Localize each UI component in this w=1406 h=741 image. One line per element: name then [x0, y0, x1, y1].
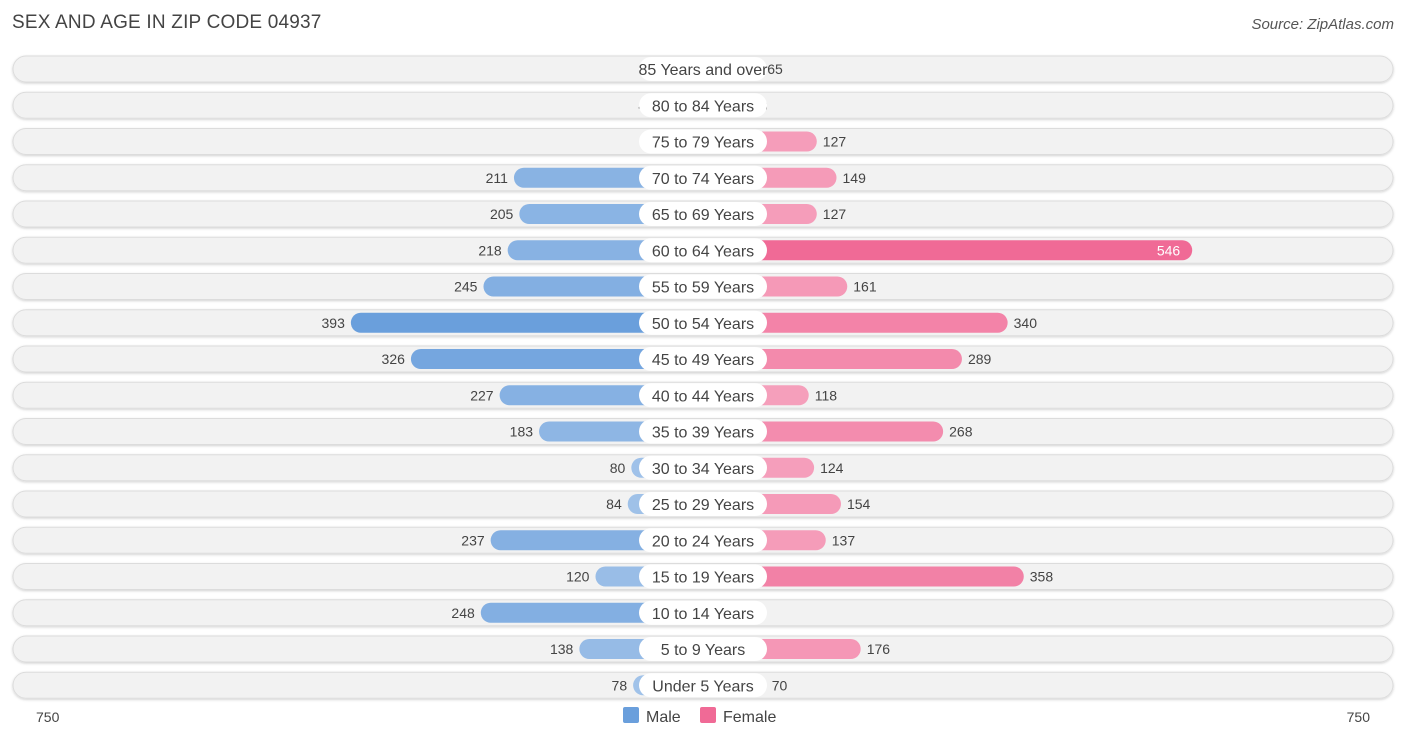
category-label: 55 to 59 Years [652, 280, 754, 297]
category-pill [639, 347, 767, 371]
category-pill [639, 455, 767, 480]
category-label: 65 to 69 Years [652, 207, 754, 224]
category-label: 60 to 64 Years [652, 243, 754, 260]
legend-female-swatch [700, 707, 716, 723]
female-value-label: 268 [949, 424, 973, 440]
female-bar [703, 240, 1193, 261]
category-label: 5 to 9 Years [661, 642, 746, 659]
chart-source: Source: ZipAtlas.com [1251, 16, 1394, 33]
category-pill [639, 274, 767, 299]
category-pill [639, 93, 767, 118]
category-label: 75 to 79 Years [652, 135, 754, 152]
female-value-label: 176 [867, 641, 891, 657]
category-pill [639, 419, 767, 444]
category-pill [639, 528, 767, 553]
category-label: 20 to 24 Years [652, 533, 754, 550]
female-bar [703, 312, 1008, 333]
male-value-label: 227 [470, 387, 494, 403]
category-pill [639, 637, 767, 661]
male-value-label: 120 [566, 569, 590, 585]
female-value-label: 124 [820, 460, 844, 476]
male-value-label: 205 [490, 206, 514, 222]
category-pill [639, 202, 767, 226]
male-value-label: 211 [486, 170, 509, 186]
category-label: 15 to 19 Years [652, 570, 754, 587]
female-value-label: 546 [1157, 242, 1181, 258]
category-label: Under 5 Years [652, 678, 753, 695]
male-value-label: 248 [451, 605, 475, 621]
female-value-label: 154 [847, 496, 871, 512]
category-pill [639, 383, 767, 408]
female-value-label: 70 [772, 677, 788, 693]
category-label: 45 to 49 Years [652, 352, 754, 369]
female-value-label: 127 [823, 134, 847, 150]
female-value-label: 289 [968, 351, 992, 367]
category-label: 80 to 84 Years [652, 98, 754, 115]
category-pill [639, 600, 767, 625]
chart-title: SEX AND AGE IN ZIP CODE 04937 [12, 12, 322, 33]
axis-left-label: 750 [36, 709, 60, 725]
category-pill [639, 165, 767, 190]
category-pill [639, 673, 767, 698]
category-pill [639, 129, 767, 154]
category-pill [639, 310, 767, 335]
male-value-label: 237 [461, 532, 485, 548]
male-value-label: 326 [382, 351, 406, 367]
legend-male-swatch [623, 707, 639, 723]
female-value-label: 118 [815, 387, 838, 403]
legend-female-label: Female [723, 709, 776, 726]
female-value-label: 340 [1014, 315, 1038, 331]
female-value-label: 358 [1030, 569, 1054, 585]
male-value-label: 218 [478, 242, 502, 258]
category-label: 35 to 39 Years [652, 425, 754, 442]
male-value-label: 138 [550, 641, 574, 657]
female-value-label: 127 [823, 206, 847, 222]
category-label: 85 Years and over [639, 62, 769, 79]
male-value-label: 78 [612, 677, 628, 693]
female-bar [703, 349, 962, 369]
category-pill [639, 238, 767, 263]
legend-male-label: Male [646, 709, 681, 726]
male-value-label: 393 [322, 315, 346, 331]
male-bar [410, 349, 703, 369]
female-value-label: 137 [832, 532, 856, 548]
female-value-label: 149 [843, 170, 867, 186]
category-label: 50 to 54 Years [652, 316, 754, 333]
category-label: 10 to 14 Years [652, 606, 754, 623]
male-value-label: 245 [454, 279, 478, 295]
male-value-label: 80 [610, 460, 626, 476]
female-value-label: 65 [767, 61, 783, 77]
category-pill [639, 564, 767, 589]
female-bar [703, 566, 1024, 587]
category-pill [639, 492, 767, 516]
category-label: 30 to 34 Years [652, 461, 754, 478]
male-bar [350, 312, 703, 333]
female-value-label: 161 [853, 279, 877, 295]
male-value-label: 183 [510, 424, 534, 440]
category-label: 40 to 44 Years [652, 388, 754, 405]
axis-right-label: 750 [1347, 709, 1371, 725]
male-value-label: 84 [606, 496, 622, 512]
category-label: 25 to 29 Years [652, 497, 754, 514]
category-label: 70 to 74 Years [652, 171, 754, 188]
category-pill [639, 57, 767, 81]
